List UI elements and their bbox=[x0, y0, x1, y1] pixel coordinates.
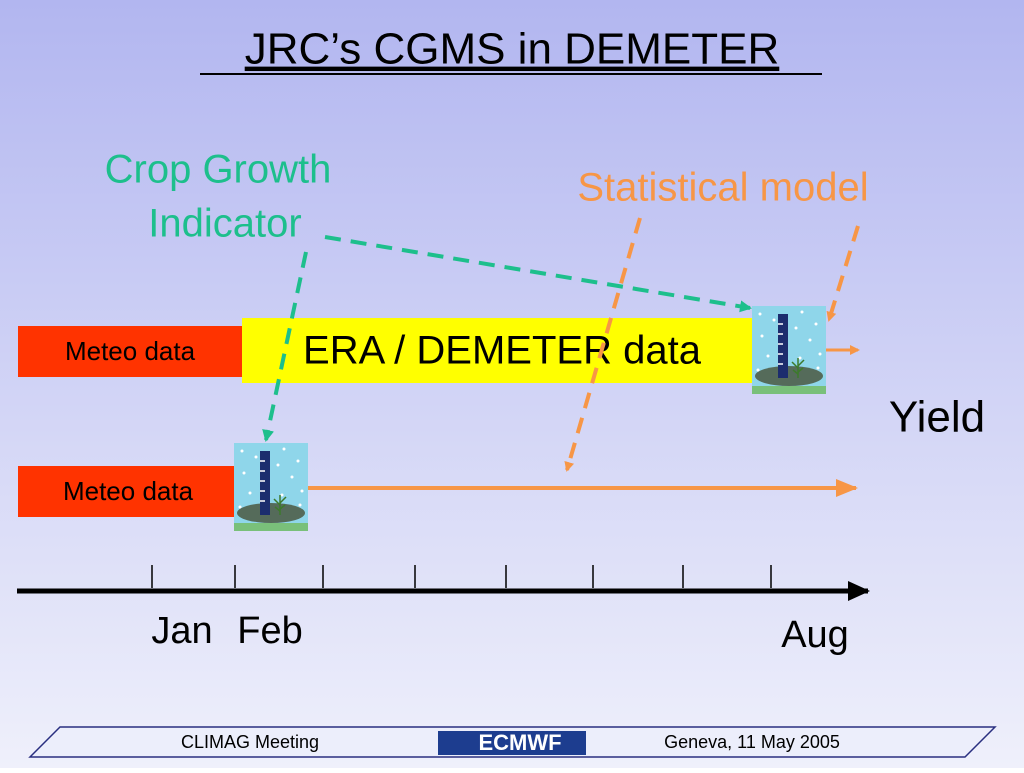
month-label: Feb bbox=[237, 610, 302, 652]
stat-arrow bbox=[826, 225, 860, 322]
crop-arrow bbox=[324, 235, 752, 313]
footer-logo: ECMWF bbox=[478, 730, 561, 755]
meteo-box bbox=[18, 466, 236, 517]
meteo-label: Meteo data bbox=[65, 336, 196, 366]
stat-arrow bbox=[564, 217, 642, 472]
crop-growth-label: Crop Growth bbox=[105, 148, 332, 192]
era-box bbox=[242, 318, 752, 383]
meteo-label: Meteo data bbox=[63, 476, 194, 506]
footer-right: Geneva, 11 May 2005 bbox=[664, 732, 840, 752]
month-label: Jan bbox=[151, 610, 212, 652]
cgms-icon bbox=[751, 305, 827, 395]
crop-growth-label: Indicator bbox=[148, 202, 301, 246]
dashed-arrows bbox=[262, 217, 860, 472]
footer-left: CLIMAG Meeting bbox=[181, 732, 319, 752]
meteo-box bbox=[18, 326, 244, 377]
yield-label: Yield bbox=[889, 393, 985, 442]
cgms-icon bbox=[233, 442, 309, 532]
statistical-model-label: Statistical model bbox=[577, 166, 868, 210]
slide-title: JRC’s CGMS in DEMETER bbox=[245, 25, 780, 74]
month-label: Aug bbox=[781, 614, 849, 656]
logo-bg bbox=[438, 731, 586, 755]
timeline-ticks bbox=[151, 565, 772, 588]
era-label: ERA / DEMETER data bbox=[303, 329, 702, 373]
crop-arrow bbox=[262, 251, 308, 442]
